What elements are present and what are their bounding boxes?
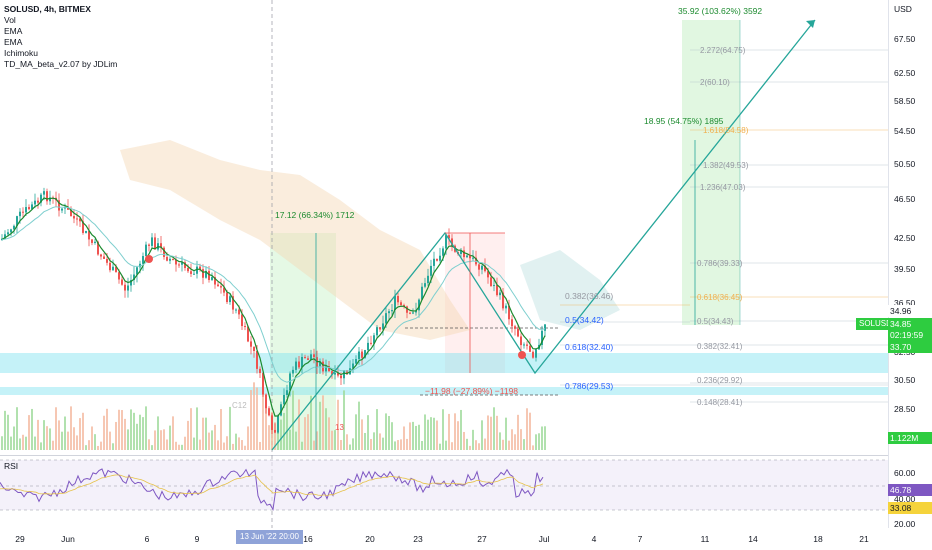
svg-text:18: 18 (813, 534, 823, 544)
price-tick: 62.50 (894, 68, 916, 78)
indicator-ema[interactable]: EMA (4, 26, 23, 36)
fib-label: 0.786(29.53) (565, 381, 613, 391)
fib-ext-label: 2.272(64.75) (700, 46, 746, 55)
symbol-badge: SOLUSD (856, 318, 895, 330)
svg-text:6: 6 (145, 534, 150, 544)
indicator-ichimoku[interactable]: Ichimoku (4, 48, 39, 58)
rsi-title[interactable]: RSI (4, 461, 19, 471)
price-tick: 36.50 (894, 298, 916, 308)
svg-text:27: 27 (477, 534, 487, 544)
rsi-line (0, 468, 544, 512)
drop-label: −11.98 (−27.89%) −1198 (425, 386, 518, 396)
date-axis: 29 Jun 6 9 13 16 20 23 27 Jul 4 7 11 14 … (15, 534, 869, 544)
price-tag-top: 34.96 (888, 305, 932, 317)
ichimoku-cloud-ahead (520, 250, 620, 330)
price-tag-low: 33.70 (888, 341, 932, 353)
rsi-tick: 20.00 (894, 519, 916, 529)
chart-legend: SOLUSD, 4h, BITMEX Vol EMA EMA Ichimoku … (4, 4, 117, 70)
fib-ext-label: 1.618(54.58) (703, 126, 749, 135)
fib-label: 0.5(34.42) (565, 315, 604, 325)
rsi-signal-line (0, 474, 544, 496)
svg-text:Jun: Jun (61, 534, 75, 544)
svg-text:4: 4 (592, 534, 597, 544)
rsi-tick: 40.00 (894, 494, 916, 504)
rsi-tick: 60.00 (894, 468, 916, 478)
price-tick: 67.50 (894, 34, 916, 44)
price-tick: 54.50 (894, 126, 916, 136)
fib-ext-label: 0.618(36.45) (697, 293, 743, 302)
rsi-band (0, 460, 888, 510)
price-tick: 30.50 (894, 375, 916, 385)
fib-ext-label: 1.236(47.03) (700, 183, 746, 192)
price-tick: 39.50 (894, 264, 916, 274)
first-leg-label: 17.12 (66.34%) 1712 (275, 210, 355, 220)
ichimoku-cloud (120, 140, 470, 340)
svg-text:16: 16 (303, 534, 313, 544)
indicator-td-ma[interactable]: TD_MA_beta_v2.07 by JDLim (4, 59, 118, 69)
axis-currency: USD (894, 4, 912, 14)
price-tag-last: 34.85 (888, 318, 932, 330)
svg-text:21: 21 (859, 534, 869, 544)
price-tick: 46.50 (894, 194, 916, 204)
volume-tag: 1.122M (888, 432, 932, 444)
td-count: 13 (335, 423, 344, 432)
svg-text:Jul: Jul (539, 534, 550, 544)
price-tick: 50.50 (894, 159, 916, 169)
price-tick: 42.50 (894, 233, 916, 243)
svg-text:23: 23 (413, 534, 423, 544)
candles (1, 187, 546, 434)
fib-ext-label: 0.382(32.41) (697, 342, 743, 351)
projection-path (271, 19, 816, 451)
target-label: 35.92 (103.62%) 3592 (678, 6, 762, 16)
signal-marker (518, 351, 526, 359)
price-tick: 58.50 (894, 96, 916, 106)
svg-text:11: 11 (701, 534, 710, 544)
rsi-signal-tag: 33.08 (888, 502, 932, 514)
countdown-tag: 02:19:59 (888, 329, 932, 341)
symbol-title[interactable]: SOLUSD, 4h, BITMEX (4, 4, 91, 14)
fib-ext-label: 2(60.10) (700, 78, 730, 87)
svg-text:7: 7 (638, 534, 643, 544)
fib-label: 0.382(36.46) (565, 291, 613, 301)
fib-ext-label: 1.382(49.53) (703, 161, 749, 170)
volume-bars (1, 382, 546, 450)
svg-text:20: 20 (365, 534, 375, 544)
rsi-value-tag: 46.78 (888, 484, 932, 496)
support-zone (0, 353, 888, 373)
svg-text:29: 29 (15, 534, 25, 544)
fib-lines (560, 49, 888, 403)
mid-target-label: 18.95 (54.75%) 1895 (644, 116, 724, 126)
arrow-head (806, 20, 815, 28)
fib-ext-label: 0.5(34.43) (697, 317, 734, 326)
ema-line-slow (1, 206, 546, 383)
svg-text:9: 9 (195, 534, 200, 544)
support-zone-2 (0, 387, 888, 395)
crosshair-date-tag: 13 Jun '22 20:00 (236, 530, 303, 544)
indicator-ema-2[interactable]: EMA (4, 37, 23, 47)
fib-ext-label: 0.236(29.92) (697, 376, 743, 385)
fib-label: 0.618(32.40) (565, 342, 613, 352)
fib-ext-label: 0.786(39.33) (697, 259, 743, 268)
price-tick: 28.50 (894, 404, 916, 414)
td-count: C12 (232, 401, 247, 410)
drop-zone (445, 233, 505, 373)
signal-marker (145, 255, 153, 263)
fib-ext-label: 0.148(28.41) (697, 398, 743, 407)
svg-text:14: 14 (748, 534, 758, 544)
indicator-vol[interactable]: Vol (4, 15, 16, 25)
projection-zone (682, 20, 740, 325)
